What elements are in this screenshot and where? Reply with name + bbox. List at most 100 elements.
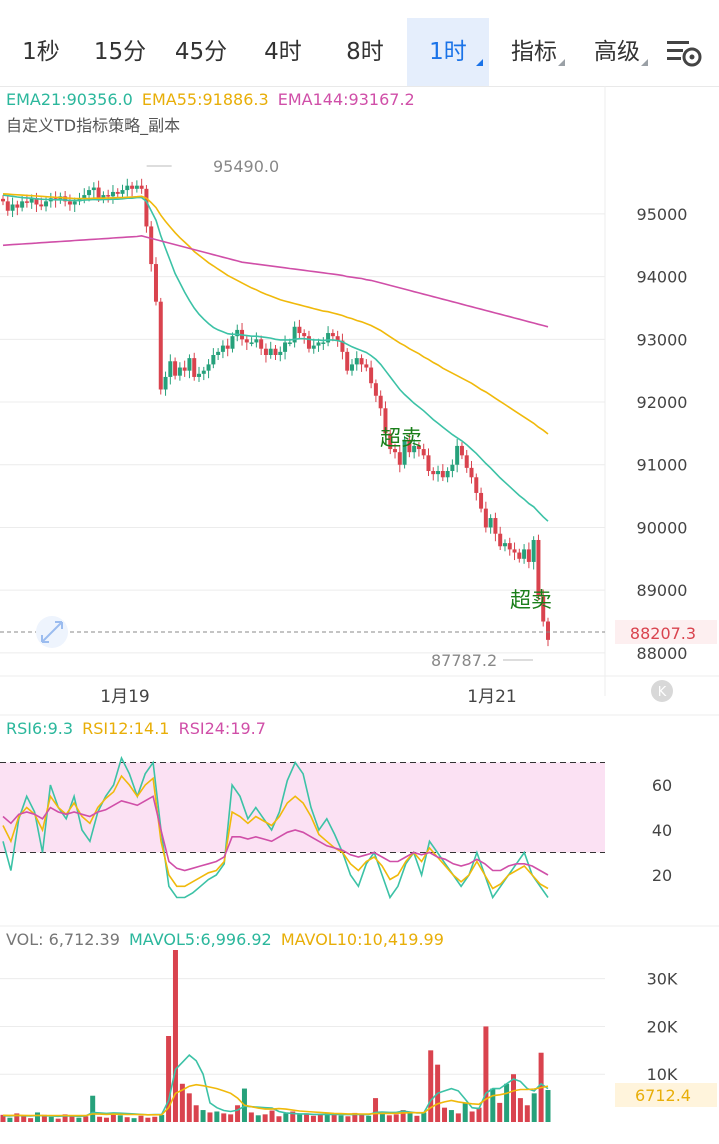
tab-label: 指标 — [511, 39, 557, 65]
candle-body — [197, 373, 202, 377]
last-price-tag — [615, 620, 717, 644]
candle-body — [397, 452, 402, 465]
candle-body — [364, 364, 369, 368]
volume-bar — [262, 1114, 268, 1122]
ema55-legend: EMA55:91886.3 — [141, 90, 269, 109]
candle-body — [278, 351, 283, 355]
volume-bar — [124, 1117, 130, 1122]
expand-icon — [41, 621, 63, 643]
ema-legend: EMA21:90356.0 EMA55:91886.3 EMA144:93167… — [6, 90, 419, 109]
candle-body — [34, 198, 39, 205]
dropdown-corner-icon — [476, 59, 483, 66]
candle-body — [421, 449, 426, 456]
candle-body — [522, 549, 527, 559]
candle-body — [292, 326, 297, 343]
price-tick-label: 89000 — [637, 581, 688, 600]
candle-body — [29, 198, 34, 203]
volume-bar — [21, 1116, 27, 1122]
volume-bar — [297, 1114, 303, 1122]
tab-1h[interactable]: 1时 — [407, 18, 489, 86]
collapse-icon: K — [658, 685, 667, 700]
volume-bar — [97, 1116, 103, 1122]
candle-body — [259, 339, 264, 349]
tab-45m[interactable]: 45分 — [166, 18, 236, 86]
candle-body — [177, 367, 182, 376]
rsi12-legend: RSI12:14.1 — [82, 719, 170, 738]
volume-legend: VOL: 6,712.39 MAVOL5:6,996.92 MAVOL10:10… — [6, 930, 448, 949]
volume-bar — [166, 1036, 172, 1122]
candle-body — [244, 339, 249, 343]
candle-body — [130, 185, 135, 189]
candle-body — [216, 351, 221, 355]
volume-bar — [366, 1115, 372, 1122]
candle-body — [134, 185, 139, 189]
candle-body — [459, 445, 464, 456]
volume-bar — [55, 1118, 61, 1122]
candle-body — [412, 445, 417, 453]
candle-body — [110, 191, 115, 197]
candle-body — [431, 471, 436, 475]
tab-label: 1时 — [429, 39, 467, 65]
candle-body — [144, 188, 149, 227]
volume-bar — [186, 1093, 192, 1122]
candle-body — [187, 358, 192, 371]
candle-body — [373, 383, 378, 396]
dropdown-corner-icon — [641, 59, 648, 66]
candle-body — [254, 339, 259, 343]
candle-body — [321, 342, 326, 344]
candle-body — [82, 195, 87, 199]
volume-bar — [511, 1074, 517, 1122]
tab-8h[interactable]: 8时 — [330, 18, 400, 86]
volume-bar — [41, 1114, 47, 1122]
volume-bar — [276, 1116, 282, 1122]
tab-indicators[interactable]: 指标 — [497, 18, 571, 86]
candle-body — [349, 364, 354, 371]
candle-body — [483, 508, 488, 528]
tab-advanced[interactable]: 高级 — [580, 18, 654, 86]
tab-1s[interactable]: 1秒 — [10, 18, 72, 86]
volume-bar — [504, 1083, 510, 1122]
volume-bar — [283, 1113, 289, 1122]
ema21-line — [2, 194, 549, 522]
rsi12-line — [2, 774, 549, 890]
volume-bar — [48, 1116, 54, 1122]
candle-body — [407, 439, 412, 453]
candle-body — [493, 518, 498, 534]
tab-15m[interactable]: 15分 — [86, 18, 154, 86]
price-tick-label: 90000 — [637, 518, 688, 537]
kline-chart[interactable]: 95000 94000 93000 92000 91000 90000 89000 88000… — [0, 86, 719, 1144]
candle-body — [87, 190, 92, 196]
volume-bar — [407, 1113, 413, 1122]
mavol10-line — [2, 1083, 549, 1117]
chart-settings-icon[interactable] — [665, 36, 703, 70]
volume-bar — [338, 1115, 344, 1122]
volume-bar — [414, 1115, 420, 1122]
ema21-legend: EMA21:90356.0 — [6, 90, 133, 109]
volume-bar — [62, 1114, 68, 1122]
ema144-legend: EMA144:93167.2 — [277, 90, 415, 109]
rsi-legend: RSI6:9.3 RSI12:14.1 RSI24:19.7 — [6, 719, 270, 738]
volume-bar — [442, 1107, 448, 1122]
candle-body — [163, 376, 168, 390]
volume-bar — [469, 1111, 475, 1122]
rsi-tick-label: 60 — [652, 776, 672, 795]
tab-label: 45分 — [174, 39, 228, 65]
rsi6-legend: RSI6:9.3 — [6, 719, 74, 738]
candle-body — [287, 342, 292, 344]
oversold-annotation: 超卖 — [510, 588, 552, 612]
candle-body — [498, 533, 503, 547]
candle-body — [106, 195, 111, 197]
candle-body — [173, 361, 178, 376]
candle-body — [426, 455, 431, 472]
ema144-line — [2, 234, 549, 328]
candle-body — [201, 370, 206, 374]
last-volume-tag — [615, 1083, 717, 1107]
volume-bar — [331, 1113, 337, 1122]
tab-4h[interactable]: 4时 — [250, 18, 316, 86]
candle-body — [369, 367, 374, 384]
volume-bar — [317, 1114, 323, 1122]
volume-bar — [448, 1110, 454, 1122]
volume-bar — [269, 1110, 275, 1122]
candle-body — [273, 348, 278, 355]
candle-body — [72, 201, 77, 205]
